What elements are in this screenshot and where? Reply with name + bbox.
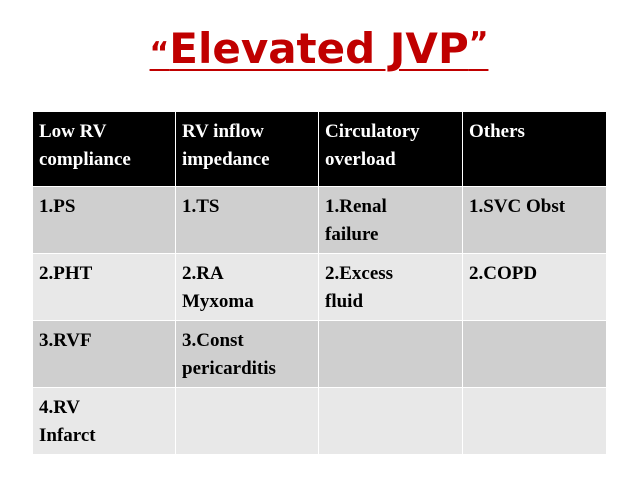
cell-line: 1.PS xyxy=(39,196,76,217)
cell-line: 3.Const xyxy=(182,330,244,351)
table-cell: 1.SVC Obst xyxy=(462,186,607,254)
header-others: Others xyxy=(462,111,607,187)
table-row: 1.PS 1.TS 1.Renal failure 1.SVC Obst xyxy=(32,186,607,254)
table-cell: 2.RA Myxoma xyxy=(175,253,319,321)
cell-line: 4.RV xyxy=(39,397,81,418)
cell-line: failure xyxy=(325,224,379,245)
header-line: Others xyxy=(469,121,525,142)
header-low-rv-compliance: Low RV compliance xyxy=(32,111,176,187)
header-line: compliance xyxy=(39,149,131,170)
table-cell xyxy=(175,387,319,455)
title-main-text: Elevated JVP xyxy=(169,24,469,73)
cell-line: 2.Excess xyxy=(325,263,394,284)
table-cell xyxy=(318,387,463,455)
cell-line: Myxoma xyxy=(182,291,254,312)
table-cell: 3.Const pericarditis xyxy=(175,320,319,388)
header-line: impedance xyxy=(182,149,270,170)
table-cell xyxy=(462,320,607,388)
header-rv-inflow-impedance: RV inflow impedance xyxy=(175,111,319,187)
table-row: 4.RV Infarct xyxy=(32,387,607,455)
cell-line: 1.SVC Obst xyxy=(469,196,566,217)
table-cell: 1.TS xyxy=(175,186,319,254)
header-line: Circulatory xyxy=(325,121,420,142)
table-cell xyxy=(462,387,607,455)
cell-line: 2.RA xyxy=(182,263,224,284)
cell-line: 2.PHT xyxy=(39,263,93,284)
table-header-row: Low RV compliance RV inflow impedance Circ… xyxy=(32,111,607,187)
table-cell xyxy=(318,320,463,388)
cell-line: 1.TS xyxy=(182,196,220,217)
table-cell: 2.Excess fluid xyxy=(318,253,463,321)
header-line: Low RV xyxy=(39,121,107,142)
cell-line: 2.COPD xyxy=(469,263,538,284)
cell-line: 1.Renal xyxy=(325,196,387,217)
slide-title: “Elevated JVP” xyxy=(0,22,638,77)
cell-line: pericarditis xyxy=(182,358,276,379)
header-circulatory-overload: Circulatory overload xyxy=(318,111,463,187)
header-line: overload xyxy=(325,149,396,170)
header-line: RV inflow xyxy=(182,121,264,142)
table-cell: 3.RVF xyxy=(32,320,176,388)
table-cell: 4.RV Infarct xyxy=(32,387,176,455)
table-cell: 2.PHT xyxy=(32,253,176,321)
table-cell: 2.COPD xyxy=(462,253,607,321)
table-row: 3.RVF 3.Const pericarditis xyxy=(32,320,607,388)
title-close-quote: ” xyxy=(468,26,489,61)
table-row: 2.PHT 2.RA Myxoma 2.Excess fluid 2.COPD xyxy=(32,253,607,321)
slide-title-text: “Elevated JVP” xyxy=(150,22,489,77)
causes-table: Low RV compliance RV inflow impedance Circ… xyxy=(32,111,607,455)
title-open-quote: “ xyxy=(149,36,170,71)
cell-line: 3.RVF xyxy=(39,330,92,351)
table-cell: 1.Renal failure xyxy=(318,186,463,254)
cell-line: fluid xyxy=(325,291,364,312)
cell-line: Infarct xyxy=(39,425,96,446)
table-cell: 1.PS xyxy=(32,186,176,254)
